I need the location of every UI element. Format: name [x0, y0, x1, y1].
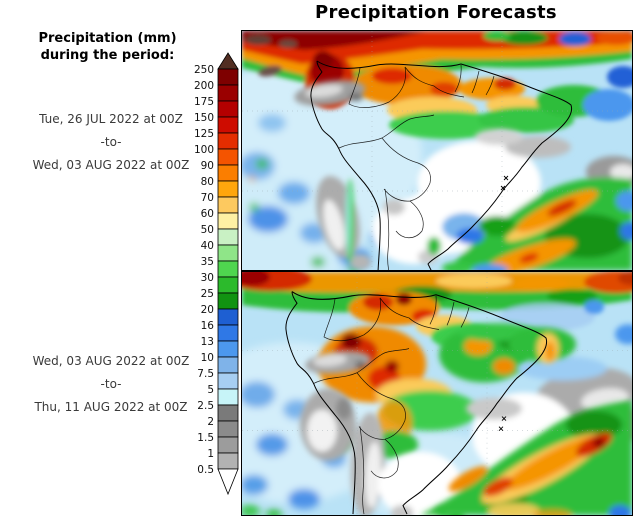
precip-map-period-2-art — [242, 272, 632, 515]
colorbar-tick-label: 150 — [194, 112, 214, 124]
country-borders — [338, 64, 495, 270]
colorbar-cell — [217, 228, 239, 246]
graticule — [242, 31, 632, 270]
colorbar-cell — [217, 260, 239, 278]
colorbar-tick-label: 100 — [194, 144, 214, 156]
colorbar-tick-label: 1.5 — [197, 432, 214, 444]
period-1-start: Tue, 26 JUL 2022 at 00Z — [39, 112, 183, 126]
legend-heading-line2: during the period: — [40, 47, 175, 63]
colorbar-tick-label: 60 — [201, 208, 214, 220]
coastline — [310, 60, 573, 270]
colorbar-tick-label: 50 — [201, 224, 214, 236]
colorbar-tick-label: 70 — [201, 192, 214, 204]
colorbar-cell — [217, 276, 239, 294]
period-2-start: Wed, 03 AUG 2022 at 00Z — [32, 354, 190, 368]
colorbar-cell — [217, 84, 239, 102]
colorbar-bottom-arrow — [217, 468, 239, 496]
period-2-label: Wed, 03 AUG 2022 at 00Z -to- Thu, 11 AUG… — [2, 350, 220, 419]
colorbar-cell — [217, 404, 239, 422]
colorbar-cell — [217, 132, 239, 150]
colorbar-cell — [217, 196, 239, 214]
colorbar-tick-label: 250 — [194, 64, 214, 76]
colorbar-cell — [217, 356, 239, 374]
period-1-end: Wed, 03 AUG 2022 at 00Z — [32, 158, 190, 172]
colorbar-cell — [217, 436, 239, 454]
precip-map-period-1-art — [242, 31, 632, 270]
colorbar-cell — [217, 164, 239, 182]
colorbar-tick-label: 5 — [207, 384, 214, 396]
coast-group — [285, 291, 548, 515]
colorbar-tick-label: 1 — [207, 448, 214, 460]
period-2-end: Thu, 11 AUG 2022 at 00Z — [34, 400, 188, 414]
country-borders — [313, 295, 470, 515]
coastline — [285, 291, 548, 515]
precip-map-period-1 — [241, 30, 633, 271]
colorbar-cell — [217, 244, 239, 262]
colorbar-cell — [217, 308, 239, 326]
period-1-separator: -to- — [100, 135, 122, 149]
colorbar-cell — [217, 148, 239, 166]
colorbar-tick-label: 10 — [201, 352, 214, 364]
map-markers — [498, 416, 507, 431]
colorbar-tick-label: 40 — [201, 240, 214, 252]
period-2-separator: -to- — [100, 377, 122, 391]
colorbar-cell — [217, 100, 239, 118]
colorbar-cell — [217, 292, 239, 310]
period-1-label: Tue, 26 JUL 2022 at 00Z -to- Wed, 03 AUG… — [2, 108, 220, 177]
colorbar-tick-label: 25 — [201, 288, 214, 300]
legend-heading-line1: Precipitation (mm) — [38, 31, 177, 46]
colorbar-cell — [217, 388, 239, 406]
colorbar-cell — [217, 420, 239, 438]
precipitation-colorbar: 250 200 175 150 125 100 90 80 70 60 50 40 35 30 25 20 16… — [178, 48, 240, 500]
colorbar-cell — [217, 212, 239, 230]
colorbar-tick-label: 13 — [201, 336, 214, 348]
colorbar-tick-label: 16 — [201, 320, 215, 332]
itcz-band — [242, 31, 632, 139]
colorbar-cell — [217, 116, 239, 134]
colorbar-cell — [217, 324, 239, 342]
colorbar-top-arrow — [217, 52, 239, 70]
colorbar-tick-label: 2 — [207, 416, 214, 428]
colorbar-cell — [217, 340, 239, 358]
southeast-frontal-band — [420, 324, 632, 515]
colorbar-tick-label: 175 — [194, 96, 214, 108]
colorbar-tick-label: 90 — [201, 160, 214, 172]
colorbar-tick-label: 80 — [201, 176, 214, 188]
colorbar-tick-label: 20 — [201, 304, 214, 316]
colorbar-tick-label: 2.5 — [197, 400, 214, 412]
page-title: Precipitation Forecasts — [315, 2, 557, 23]
colorbar-tick-label: 200 — [194, 80, 214, 92]
colorbar-cell — [217, 372, 239, 390]
colorbar-tick-label: 30 — [201, 272, 214, 284]
dry-zones-and-south-atlantic — [294, 80, 632, 270]
colorbar-cell — [217, 180, 239, 198]
legend-heading: Precipitation (mm) during the period: — [10, 31, 205, 64]
colorbar-tick-label: 7.5 — [197, 368, 214, 380]
colorbar-svg: 2502001751501251009080706050403530252016… — [194, 52, 239, 496]
colorbar-cell — [217, 68, 239, 86]
colorbar-cell — [217, 452, 239, 470]
map-markers — [500, 175, 509, 191]
colorbar-tick-label: 35 — [201, 256, 214, 268]
colorbar-tick-label: 125 — [194, 128, 214, 140]
colorbar-tick-label: 0.5 — [197, 464, 214, 476]
precip-map-period-2 — [241, 271, 633, 516]
